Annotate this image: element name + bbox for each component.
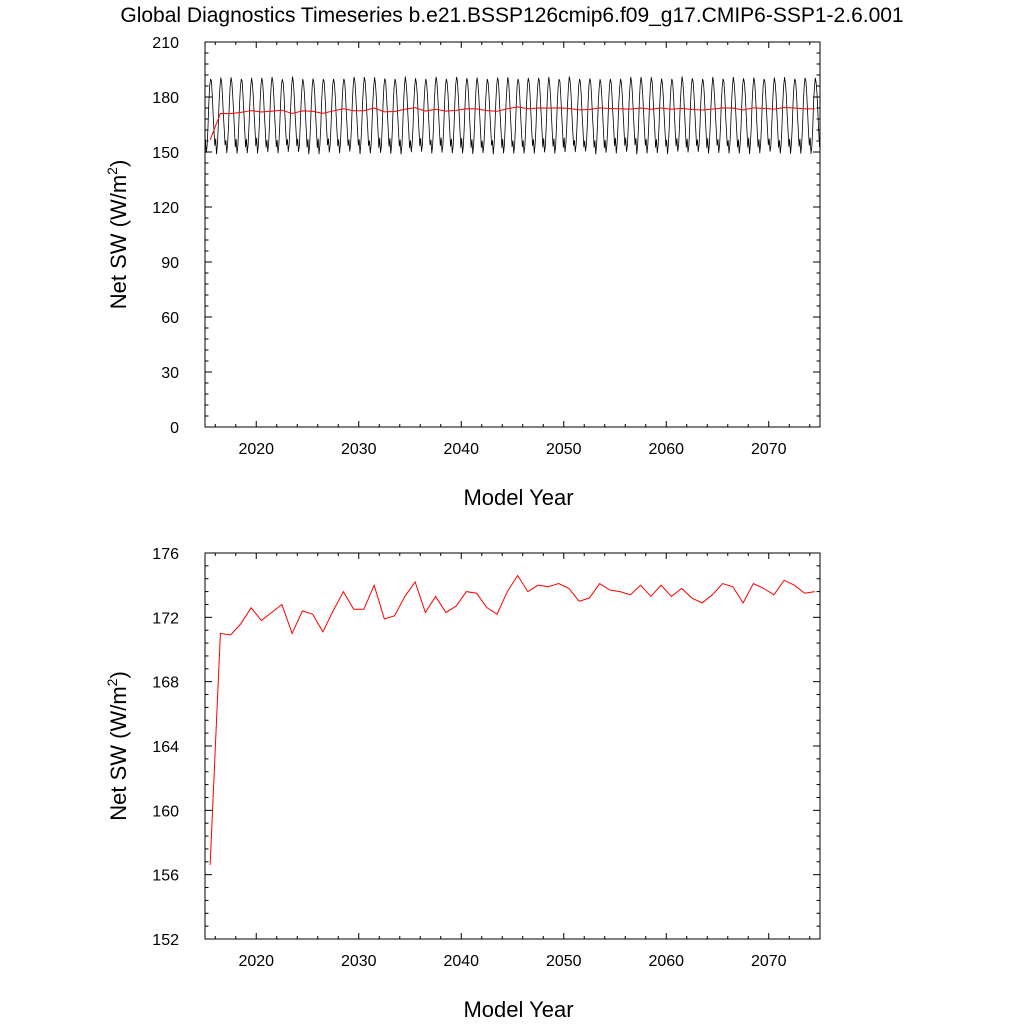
y-axis-title-main: Net SW (W/m	[106, 686, 131, 820]
top-panel: 2020 2030 2040 2050 2060 2070 0 30 60 90 120 150 180…	[104, 35, 821, 510]
y-tick-label: 156	[152, 868, 179, 885]
y-axis-title-main: Net SW (W/m	[106, 175, 131, 309]
x-tick-label: 2070	[751, 441, 787, 458]
x-axis-title: Model Year	[463, 997, 573, 1022]
x-tick-label: 2060	[648, 441, 684, 458]
plot-frame	[204, 41, 821, 428]
y-tick-label: 60	[161, 310, 179, 327]
y-tick-label: 30	[161, 365, 179, 382]
y-tick-label: 210	[152, 35, 179, 52]
y-axis-title: Net SW (W/m2)	[104, 671, 131, 821]
monthly-series-line	[205, 76, 820, 155]
x-axis-title: Model Year	[463, 485, 573, 510]
tick-marks	[205, 552, 820, 940]
y-tick-label: 172	[152, 610, 179, 627]
x-tick-label: 2040	[443, 953, 479, 970]
y-axis-title-superscript: 2	[104, 678, 120, 686]
y-tick-label: 164	[152, 739, 179, 756]
bottom-panel: 2020 2030 2040 2050 2060 2070 152 156 160 164 168 1…	[104, 546, 821, 1022]
y-tick-label: 168	[152, 675, 179, 692]
annual-series-line	[209, 106, 815, 141]
x-tick-label: 2070	[751, 953, 787, 970]
y-tick-label: 160	[152, 803, 179, 820]
x-tick-label: 2030	[341, 953, 377, 970]
y-tick-label: 152	[152, 932, 179, 949]
y-tick-label: 176	[152, 546, 179, 563]
annual-series-line	[209, 574, 815, 866]
x-tick-label: 2020	[238, 953, 274, 970]
tick-marks	[205, 41, 820, 428]
y-axis-title: Net SW (W/m2)	[104, 160, 131, 310]
x-tick-label: 2060	[648, 953, 684, 970]
y-tick-label: 0	[170, 420, 179, 437]
x-tick-label: 2020	[238, 441, 274, 458]
y-axis-title-end: )	[106, 671, 131, 678]
plot-frame	[204, 552, 821, 940]
y-axis-title-end: )	[106, 160, 131, 167]
y-axis-title-superscript: 2	[104, 167, 120, 175]
x-tick-label: 2050	[546, 953, 582, 970]
y-tick-label: 90	[161, 255, 179, 272]
x-tick-label: 2030	[341, 441, 377, 458]
y-tick-label: 150	[152, 145, 179, 162]
y-tick-label: 120	[152, 200, 179, 217]
x-tick-label: 2050	[546, 441, 582, 458]
x-tick-label: 2040	[443, 441, 479, 458]
figure-title: Global Diagnostics Timeseries b.e21.BSSP…	[120, 4, 904, 27]
y-tick-label: 180	[152, 90, 179, 107]
